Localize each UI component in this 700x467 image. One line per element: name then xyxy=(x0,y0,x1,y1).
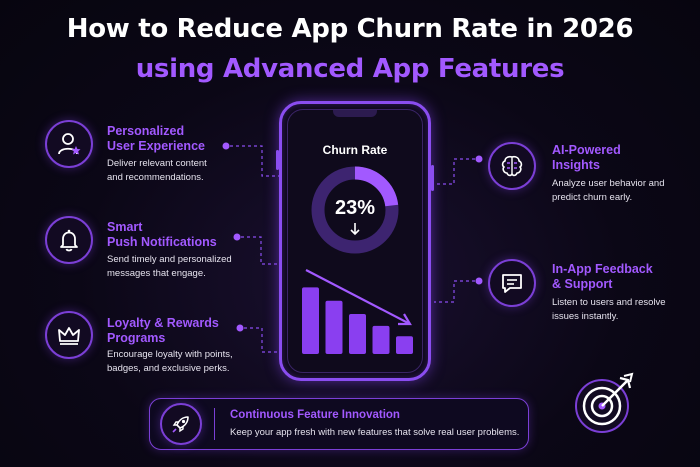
brain-icon xyxy=(488,142,536,190)
feature-title-feedback: In-App Feedback & Support xyxy=(552,262,653,291)
bottom-desc: Keep your app fresh with new features th… xyxy=(230,427,520,438)
rocket-icon xyxy=(160,403,202,445)
feature-desc-loyalty: Encourage loyalty with points, badges, a… xyxy=(107,349,233,374)
trend-line xyxy=(305,269,411,325)
churn-rate-label: Churn Rate xyxy=(322,143,388,157)
bottom-banner xyxy=(149,398,529,450)
churn-percent: 23% xyxy=(334,197,376,219)
feature-desc-push: Send timely and personalized messages th… xyxy=(107,254,232,279)
page-title: How to Reduce App Churn Rate in 2026 xyxy=(66,14,634,44)
churn-bar-1 xyxy=(302,287,319,354)
connector-ai xyxy=(434,155,483,185)
page-subtitle: using Advanced App Features xyxy=(135,54,565,84)
churn-donut xyxy=(311,166,399,254)
user-star-icon xyxy=(45,120,93,168)
arrow-down-icon xyxy=(350,223,360,236)
churn-bar-2 xyxy=(325,300,343,354)
churn-bar-4 xyxy=(372,325,390,354)
connector-loyalty xyxy=(236,324,280,353)
feature-desc-feedback: Listen to users and resolve issues insta… xyxy=(552,297,666,322)
trend-arrowhead xyxy=(398,313,412,326)
connector-push xyxy=(233,233,281,265)
connector-personalized xyxy=(222,142,280,177)
phone-notch xyxy=(333,110,377,117)
feature-title-loyalty: Loyalty & Rewards Programs xyxy=(107,316,219,345)
crown-icon xyxy=(45,311,93,359)
bottom-title: Continuous Feature Innovation xyxy=(230,409,400,421)
bottom-divider xyxy=(214,408,215,440)
phone-side-button-right xyxy=(431,165,434,191)
chat-icon xyxy=(488,259,536,307)
churn-bars xyxy=(302,269,413,354)
feature-title-push: Smart Push Notifications xyxy=(107,220,217,249)
churn-bar-3 xyxy=(349,314,366,354)
target-arrow-icon xyxy=(575,372,634,433)
feature-title-personalized: Personalized User Experience xyxy=(107,124,205,153)
feature-desc-ai: Analyze user behavior and predict churn … xyxy=(552,178,665,203)
feature-title-ai: AI-Powered Insights xyxy=(552,143,621,172)
phone-side-button-left xyxy=(276,150,279,170)
connector-feedback xyxy=(434,277,483,303)
churn-bar-5 xyxy=(396,336,413,354)
donut-arc xyxy=(311,166,399,254)
bell-icon xyxy=(45,216,93,264)
feature-desc-personalized: Deliver relevant content and recommendat… xyxy=(107,158,207,183)
